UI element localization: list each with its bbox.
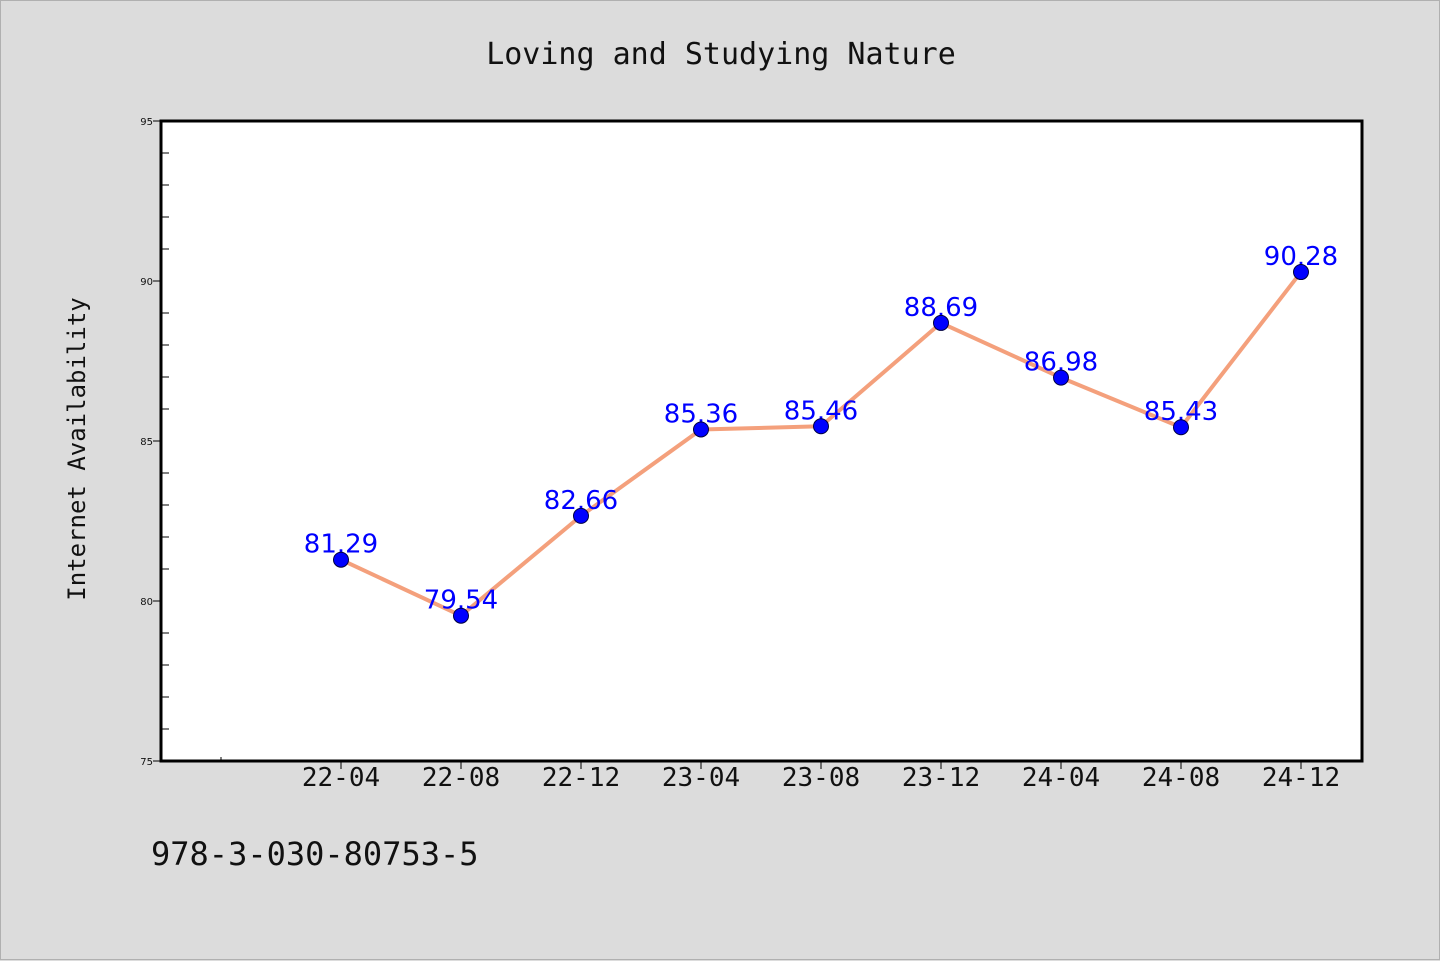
- data-point: [333, 551, 349, 568]
- footer-isbn: 978-3-030-80753-5: [151, 835, 479, 873]
- x-tick-label: 23-08: [782, 763, 860, 793]
- x-tick-label: 24-08: [1142, 763, 1220, 793]
- data-point: [693, 421, 709, 438]
- y-tick-label: 90: [140, 277, 153, 288]
- data-point: [573, 507, 589, 524]
- data-point: [1053, 369, 1069, 386]
- x-tick-label: 22-04: [302, 763, 380, 793]
- data-markers: [333, 264, 1309, 624]
- x-tick-label: 23-12: [902, 763, 980, 793]
- y-tick-label: 80: [140, 597, 153, 608]
- x-tick-label: 24-12: [1262, 763, 1340, 793]
- x-tick-label: 24-04: [1022, 763, 1100, 793]
- y-tick-label: 95: [140, 117, 153, 128]
- x-axis: 22-04 22-08 22-12 23-04 23-08 23-12 24-04 24-08…: [220, 757, 1340, 793]
- x-tick-label: 22-12: [542, 763, 620, 793]
- x-tick-label: 22-08: [422, 763, 500, 793]
- y-tick-label: 75: [140, 757, 153, 768]
- x-tick-label: 23-04: [662, 763, 740, 793]
- data-point: [933, 314, 949, 331]
- data-point: [453, 607, 469, 624]
- data-point: [1173, 419, 1189, 436]
- y-tick-label: 85: [140, 437, 153, 448]
- plot-frame: [159, 119, 1364, 763]
- chart-title: Loving and Studying Nature: [486, 37, 956, 72]
- plot-area: [161, 121, 1362, 761]
- data-point: [1293, 264, 1309, 281]
- y-axis-label: Internet Availability: [63, 297, 91, 600]
- data-point: [813, 418, 829, 435]
